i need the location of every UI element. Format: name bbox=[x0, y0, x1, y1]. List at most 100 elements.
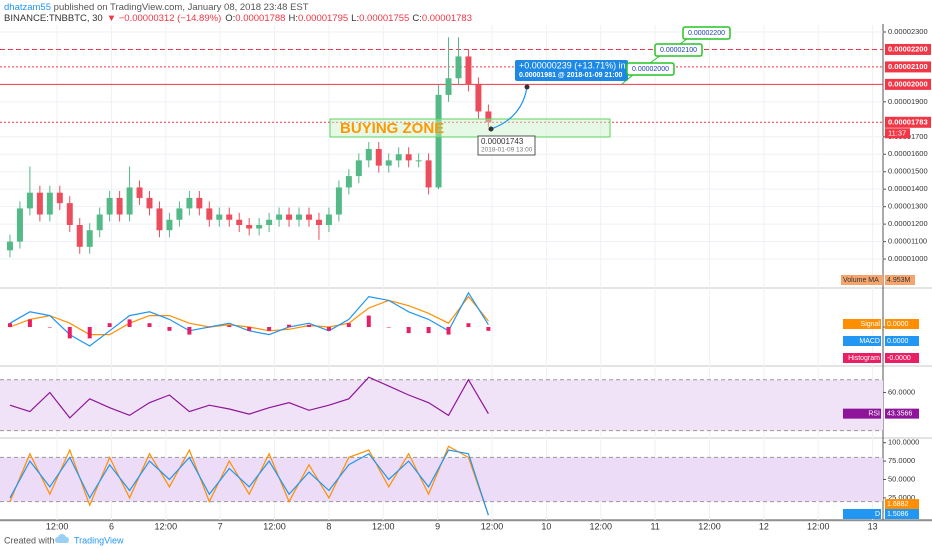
legend-value: -0.0000 bbox=[887, 355, 911, 362]
volume-legend-box bbox=[841, 275, 883, 285]
header-line: dhatzam55 published on TradingView.com, … bbox=[4, 2, 309, 13]
buying-zone bbox=[329, 118, 611, 138]
candle-body bbox=[146, 197, 153, 209]
legend-value: 0.0000 bbox=[887, 338, 909, 345]
y-tick-label: 0.00001500 bbox=[888, 167, 928, 176]
target-box bbox=[654, 43, 703, 57]
countdown: 11:37 bbox=[888, 128, 906, 137]
candle-body bbox=[365, 149, 372, 161]
y-tick-label: 100.0000 bbox=[888, 438, 919, 447]
x-tick-label: 6 bbox=[109, 521, 114, 531]
legend-name-box bbox=[843, 408, 881, 419]
legend-value-box bbox=[885, 319, 919, 329]
candle-body bbox=[216, 214, 223, 220]
histogram-bar bbox=[227, 325, 232, 327]
candle-body bbox=[455, 56, 462, 79]
candle-body bbox=[395, 154, 402, 161]
y-tick-label: 60.0000 bbox=[888, 387, 915, 396]
histogram-bar bbox=[287, 324, 292, 327]
projection-text: 0.00001981 @ 2018-01-09 21:00 bbox=[519, 72, 622, 79]
x-tick-label: 12:00 bbox=[372, 521, 395, 531]
candle-body bbox=[66, 203, 73, 225]
candle-body bbox=[126, 187, 133, 215]
candle-body bbox=[46, 192, 53, 215]
candle-body bbox=[276, 214, 283, 220]
bubble-box bbox=[477, 135, 536, 156]
candle-body bbox=[236, 219, 243, 225]
legend-value-box bbox=[885, 353, 919, 363]
annotations: BUYING ZONE +0.00000239 (+13.71%) in 0.0… bbox=[329, 26, 731, 156]
legend-name: Signal bbox=[861, 321, 881, 328]
histogram-bar bbox=[346, 323, 351, 327]
symbol: BINANCE:TNBBTC, 30 bbox=[4, 13, 103, 24]
projection-text: +0.00000239 (+13.71%) in bbox=[519, 60, 626, 70]
x-tick-label: 12:00 bbox=[155, 521, 178, 531]
candle-body bbox=[375, 149, 382, 166]
symbol-line: BINANCE:TNBBTC, 30 ▼ −0.00000312 (−14.89%… bbox=[4, 13, 472, 24]
candle-body bbox=[196, 197, 203, 209]
x-tick-label: 13 bbox=[868, 521, 878, 531]
legend-name: MACD bbox=[859, 338, 880, 345]
target-label: 0.00002100 bbox=[660, 47, 697, 54]
candle-body bbox=[335, 187, 342, 215]
histogram-bar bbox=[486, 327, 491, 331]
legend-name-box bbox=[843, 336, 881, 346]
projection-box bbox=[515, 60, 628, 81]
y-tick-label: 50.0000 bbox=[888, 474, 915, 483]
legend-name: D bbox=[875, 511, 880, 518]
level-label: 0.00002100 bbox=[888, 62, 928, 71]
candle-body bbox=[206, 208, 213, 220]
candle-body bbox=[345, 176, 352, 188]
ohlc-value: 0.00001783 bbox=[422, 13, 472, 24]
histogram-bar bbox=[187, 327, 192, 335]
footer-created: Created with bbox=[4, 535, 55, 545]
legend-name: RSI bbox=[868, 410, 880, 417]
candle-body bbox=[355, 160, 362, 177]
level-label: 0.00001783 bbox=[888, 117, 928, 126]
histogram-bar bbox=[247, 327, 252, 331]
histogram-bar bbox=[27, 319, 32, 327]
candle-body bbox=[475, 84, 482, 112]
candle-body bbox=[286, 214, 293, 220]
legend-value: 43.3566 bbox=[887, 410, 912, 417]
volume-legend-name: Volume MA bbox=[843, 277, 879, 284]
x-tick-label: 12:00 bbox=[46, 521, 69, 531]
histogram-bar bbox=[167, 327, 172, 331]
candle-body bbox=[226, 214, 233, 220]
target-box bbox=[626, 62, 675, 76]
footer-brand[interactable]: TradingView bbox=[74, 535, 124, 545]
candle-body bbox=[166, 219, 173, 231]
y-tick-label: 0.00001100 bbox=[888, 237, 927, 246]
x-tick-label: 12:00 bbox=[481, 521, 504, 531]
legend-value-box bbox=[885, 509, 919, 519]
target-label: 0.00002000 bbox=[632, 66, 669, 73]
ohlc-label: H: bbox=[288, 13, 298, 24]
histogram-bar bbox=[406, 327, 411, 334]
candle-body bbox=[315, 219, 322, 225]
histogram-bar bbox=[267, 327, 272, 331]
candle-body bbox=[415, 160, 422, 162]
level-label-box bbox=[885, 61, 931, 73]
histogram-bar bbox=[426, 327, 431, 334]
bubble-price: 0.00001743 bbox=[481, 137, 524, 146]
legend-name-box bbox=[843, 353, 881, 363]
candle-body bbox=[296, 214, 303, 220]
legend-value: 1.6882 bbox=[887, 501, 909, 508]
histogram-bar bbox=[446, 327, 451, 335]
ohlc-value: 0.00001755 bbox=[359, 13, 409, 24]
author[interactable]: dhatzam55 bbox=[4, 2, 51, 13]
histogram-bar bbox=[107, 323, 112, 327]
candle-body bbox=[385, 160, 392, 166]
candle-body bbox=[16, 208, 23, 242]
level-label: 0.00002000 bbox=[888, 79, 928, 88]
level-label-box bbox=[885, 78, 931, 90]
histogram-bar bbox=[47, 327, 52, 328]
ohlc-label: O: bbox=[225, 13, 235, 24]
candle-body bbox=[445, 78, 452, 95]
histogram-bar bbox=[466, 323, 471, 327]
bubble-date: 2018-01-09 13:00 bbox=[481, 147, 533, 154]
histogram-bar bbox=[326, 327, 331, 331]
legend-value: 1.5086 bbox=[887, 511, 909, 518]
candle-body bbox=[76, 224, 83, 247]
